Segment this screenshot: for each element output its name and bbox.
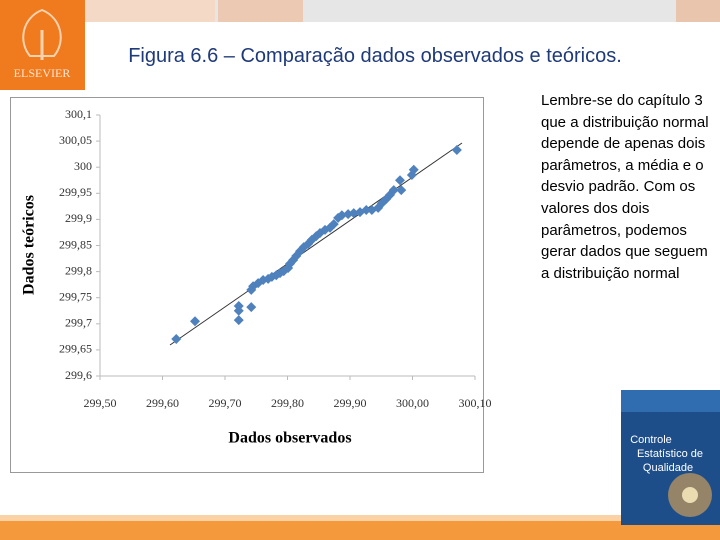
scatter-point: [171, 333, 182, 344]
y-tick-label: 299,95: [59, 185, 92, 199]
book-title-line: Qualidade: [643, 462, 693, 474]
x-axis-title: Dados observados: [228, 430, 351, 447]
y-axis-title: Dados teóricos: [21, 195, 38, 295]
y-tick-label: 300: [74, 159, 92, 173]
top-bar-box: [676, 0, 720, 22]
scatter-point: [328, 219, 339, 230]
scatter-point: [408, 164, 419, 175]
x-tick-label: 299,80: [271, 396, 304, 410]
x-tick-label: 300,10: [459, 396, 492, 410]
top-bar-box: [218, 0, 303, 22]
scatter-point: [336, 210, 347, 221]
y-tick-label: 299,8: [65, 263, 92, 277]
chart: 300,1 300,05 300 299,95 299,9 299,85 299,8 299,…: [21, 107, 492, 447]
bottom-bar-highlight: [0, 515, 720, 521]
y-tick-label: 300,1: [65, 107, 92, 121]
y-tick-label: 299,9: [65, 211, 92, 225]
scatter-point: [233, 315, 244, 326]
logo-text: ELSEVIER: [14, 66, 71, 80]
y-tick-label: 299,85: [59, 237, 92, 251]
book-cover: Controle Estatístico de Qualidade: [621, 390, 720, 525]
scatter-point: [361, 205, 372, 216]
scatter-point: [388, 185, 399, 196]
x-tick-label: 299,60: [146, 396, 179, 410]
y-tick-label: 299,7: [65, 316, 92, 330]
book-header: [621, 390, 720, 412]
scatter-point: [233, 301, 244, 312]
x-tick-label: 299,70: [209, 396, 242, 410]
x-tick-label: 299,50: [84, 396, 117, 410]
book-spark-core: [682, 487, 698, 503]
slide-title: Figura 6.6 – Comparação dados observados…: [128, 45, 622, 67]
y-tick-label: 299,6: [65, 368, 92, 382]
scatter-point: [190, 316, 200, 327]
chart-frame: [10, 97, 484, 473]
scatter-point: [451, 144, 462, 155]
y-tick-label: 300,05: [59, 133, 92, 147]
y-tick-label: 299,65: [59, 342, 92, 356]
y-tick-label: 299,75: [59, 289, 92, 303]
x-tick-label: 300,00: [396, 396, 429, 410]
scatter-point: [396, 185, 407, 196]
scatter-point: [395, 175, 405, 186]
scatter-point: [246, 302, 257, 313]
book-title-line: Controle: [630, 434, 672, 446]
book-title-line: Estatístico de: [637, 448, 703, 460]
top-bar-box: [85, 0, 215, 22]
scatter-point: [348, 208, 359, 219]
slide-body-text: Lembre-se do capítulo 3 que a distribuiç…: [541, 92, 709, 282]
x-tick-label: 299,90: [334, 396, 367, 410]
